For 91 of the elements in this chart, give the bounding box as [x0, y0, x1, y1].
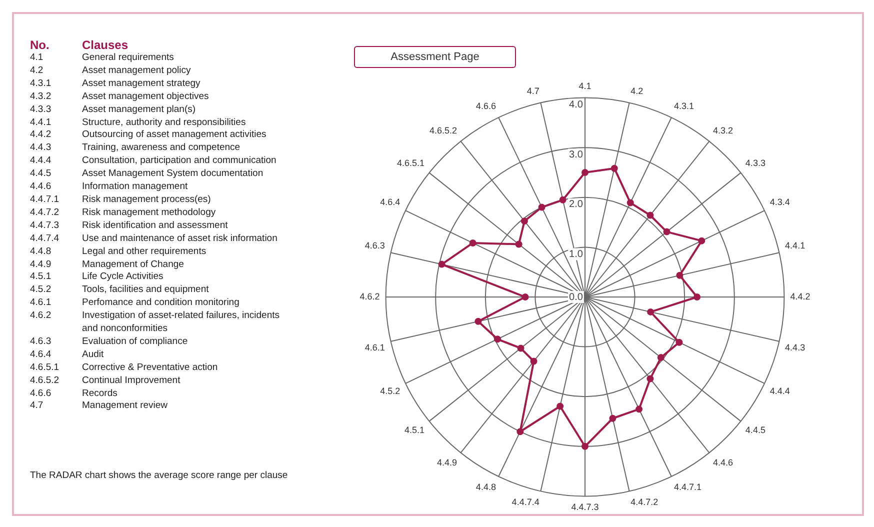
text: 4.6.1: [30, 297, 52, 310]
spoke-label: 4.4.5: [745, 424, 766, 435]
spoke-label: 4.6.1: [364, 342, 385, 353]
spoke-label: 4.6.2: [360, 291, 380, 302]
text: 4.3.2: [30, 90, 52, 104]
chart-title: Assessment Page: [354, 46, 516, 68]
text: 4.4.3: [30, 142, 52, 156]
text: 4.6.5.1: [30, 362, 60, 375]
y-tick-label: 0.0: [569, 292, 584, 303]
text: 4.4.5: [30, 168, 52, 182]
text: Asset management strategy: [82, 78, 202, 91]
text: The RADAR chart shows the average score range per clause: [30, 470, 288, 481]
text: Consultation, participation and communication: [82, 155, 278, 168]
y-tick-label: 3.0: [569, 149, 584, 160]
text: 4.5.2: [30, 284, 52, 298]
text: Audit: [82, 348, 105, 362]
spoke-label: 4.4.2: [790, 291, 810, 302]
spoke-label: 4.4.8: [476, 482, 496, 492]
text: 4.1: [30, 52, 44, 65]
text: Management review: [82, 400, 169, 414]
spoke-label: 4.3.3: [745, 158, 766, 168]
text: 4.4.4: [30, 155, 52, 168]
text: 4.2: [30, 64, 44, 78]
spoke-label: 4.6.4: [380, 197, 400, 208]
spoke-label: 4.4.7.3: [571, 502, 599, 512]
text: Management of Change: [82, 258, 185, 272]
text: 4.3.1: [30, 78, 52, 91]
spoke-label: 4.5.1: [404, 424, 425, 435]
text: Structure, authority and responsibilities: [82, 116, 247, 130]
spoke-label: 4.6.3: [364, 240, 385, 250]
spoke-label: 4.3.2: [712, 126, 733, 136]
text: Information management: [82, 181, 189, 194]
y-tick-label: 2.0: [569, 199, 584, 210]
spoke-label: 4.6.5.1: [397, 158, 425, 168]
text: Asset Management System documentation: [82, 168, 264, 182]
text: 4.4.1: [30, 116, 52, 130]
spoke-label: 4.4.9: [437, 457, 458, 468]
text: 4.4.7.1: [30, 194, 60, 207]
spoke-label: 4.5.2: [380, 386, 400, 396]
spoke-label: 4.3.1: [674, 101, 694, 112]
text: No.: [30, 38, 50, 52]
spoke-label: 4.4.7.4: [512, 496, 540, 507]
text: Asset management plan(s): [82, 104, 197, 117]
text: Asset management policy: [82, 64, 192, 78]
spoke-label: 4.2: [630, 86, 644, 96]
text: 4.6.5.2: [30, 374, 60, 388]
text: 4.4.6: [30, 181, 52, 194]
text: 4.4.8: [30, 246, 52, 258]
text: Legal and other requirements: [82, 246, 208, 258]
y-tick-label: 1.0: [569, 248, 584, 260]
spoke-label: 4.4.7.1: [674, 482, 702, 492]
spoke-label: 4.1: [578, 80, 592, 91]
spoke-label: 4.6.6: [476, 101, 496, 112]
spoke-label: 4.3.4: [770, 197, 790, 208]
text: Risk management process(es): [82, 194, 212, 207]
text: Tools, facilities and equipment: [82, 284, 210, 298]
spoke-label: 4.4.4: [770, 386, 790, 396]
text: Investigation of asset-related failures, incidents and nonconformities: [82, 310, 280, 336]
spoke-label: 4.7: [526, 86, 540, 96]
text: Perfomance and condition monitoring: [82, 297, 240, 310]
text: 4.6.6: [30, 388, 52, 400]
text: Continual Improvement: [82, 374, 182, 388]
text: 4.6.3: [30, 336, 52, 349]
text: General requirements: [82, 52, 175, 65]
text: Life Cycle Activities: [82, 271, 164, 284]
y-tick-label: 4.0: [569, 100, 584, 111]
spoke-label: 4.4.7.2: [630, 496, 658, 507]
text: 4.6.4: [30, 348, 52, 362]
text: 4.6.2: [30, 310, 52, 324]
text: 4.4.2: [30, 129, 52, 142]
spoke-label: 4.4.6: [712, 457, 733, 468]
text: Use and maintenance of asset risk information: [82, 232, 278, 246]
text: Risk identification and assessment: [82, 220, 229, 233]
text: 4.5.1: [30, 271, 52, 284]
text: Outsourcing of asset management activities: [82, 129, 268, 142]
text: 4.3.3: [30, 104, 52, 117]
text: 4.7: [30, 400, 44, 414]
text: 4.4.7.3: [30, 220, 60, 233]
spoke-label: 4.4.3: [785, 342, 806, 353]
spoke-label: 4.4.1: [785, 240, 806, 250]
text: 4.4.7.4: [30, 232, 60, 246]
text: Records: [82, 388, 118, 400]
text: Risk management methodology: [82, 206, 217, 220]
text: Clauses: [82, 38, 128, 52]
spoke-label: 4.6.5.2: [430, 126, 458, 136]
text: Training, awareness and competence: [82, 142, 242, 156]
text: Asset management objectives: [82, 90, 210, 104]
text: Evaluation of compliance: [82, 336, 189, 349]
text: 4.4.7.2: [30, 206, 60, 220]
text: Corrective & Preventative action: [82, 362, 219, 375]
text: 4.4.9: [30, 258, 52, 272]
